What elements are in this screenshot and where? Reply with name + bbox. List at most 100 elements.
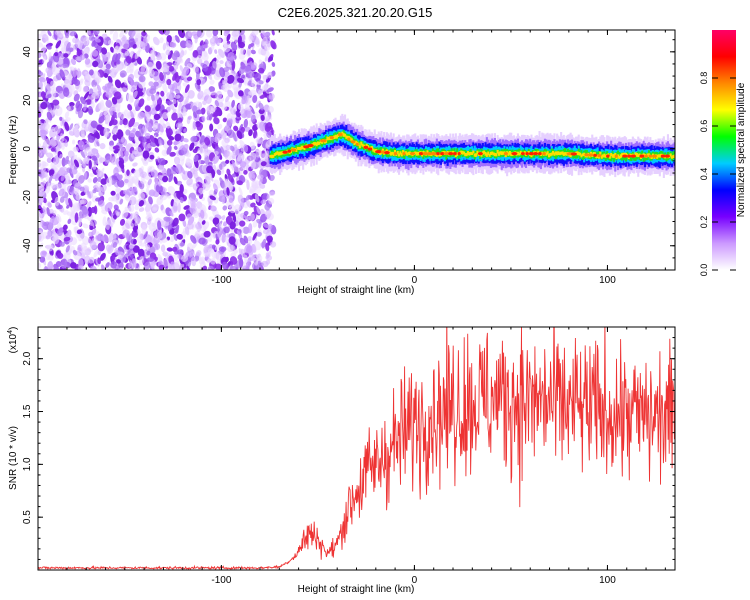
noise-speckle [111, 255, 116, 261]
noise-speckle [187, 90, 195, 99]
noise-speckle [107, 39, 114, 45]
noise-speckle [227, 129, 235, 138]
ridge-band-strip [460, 150, 463, 154]
noise-speckle [261, 36, 268, 46]
noise-speckle [122, 119, 128, 126]
noise-speckle [161, 95, 166, 101]
ridge-band-strip [576, 151, 579, 156]
ridge-band-strip [519, 150, 522, 155]
ridge-band-strip [493, 153, 496, 157]
noise-speckle [182, 138, 189, 143]
noise-speckle [142, 150, 150, 159]
noise-speckle [138, 200, 145, 207]
noise-speckle [182, 91, 189, 99]
ridge-band-strip [476, 150, 479, 155]
noise-speckle [236, 180, 243, 186]
noise-speckle [195, 250, 202, 257]
noise-speckle [181, 70, 186, 80]
noise-speckle [82, 85, 89, 93]
noise-speckle [266, 194, 270, 200]
noise-speckle [214, 150, 219, 156]
ridge-band-strip [523, 151, 526, 155]
ridge-band-strip [346, 135, 349, 140]
noise-speckle [104, 114, 111, 123]
snr-x-axis-label: Height of straight line (km) [298, 584, 415, 595]
noise-speckle [101, 264, 106, 270]
ridge-band-strip [358, 140, 361, 149]
noise-speckle [201, 220, 206, 225]
noise-speckle [243, 210, 249, 216]
noise-speckle [231, 159, 236, 170]
noise-speckle [242, 226, 250, 234]
noise-speckle [158, 138, 163, 146]
noise-speckle [66, 204, 70, 209]
noise-speckle [126, 249, 131, 256]
noise-speckle [129, 110, 135, 119]
noise-speckle [38, 71, 43, 76]
noise-speckle [62, 87, 70, 97]
noise-speckle [222, 36, 227, 46]
ridge-band-strip [415, 151, 418, 156]
noise-speckle [205, 30, 213, 38]
spectrogram-x-axis: -100 0 100 [66, 30, 666, 286]
noise-speckle [159, 72, 164, 81]
noise-speckle [38, 213, 43, 219]
noise-speckle [238, 64, 247, 75]
noise-speckle [222, 117, 228, 123]
noise-speckle [169, 86, 174, 94]
ridge-band-strip [657, 154, 660, 158]
ridge-band-strip [276, 151, 279, 155]
noise-speckle [49, 208, 54, 215]
noise-speckle [175, 88, 181, 95]
ridge-band-strip [498, 152, 501, 156]
ridge-band-strip [665, 154, 668, 162]
noise-speckle [166, 139, 173, 146]
ridge-band-strip [362, 144, 365, 148]
noise-speckle [250, 64, 257, 70]
noise-speckle [219, 67, 226, 78]
noise-speckle [48, 56, 54, 66]
noise-speckle [217, 123, 223, 130]
noise-speckle [216, 54, 222, 60]
noise-speckle [114, 79, 122, 89]
ridge-band-strip [445, 151, 448, 160]
ridge-hot-spot [427, 152, 432, 156]
noise-speckle [174, 224, 180, 234]
noise-speckle [139, 40, 146, 51]
noise-speckle [146, 216, 152, 226]
noise-speckle [111, 52, 118, 63]
ridge-hot-spot [436, 152, 440, 156]
noise-speckle [217, 233, 222, 238]
noise-speckle [226, 60, 232, 68]
noise-speckle [260, 114, 265, 121]
noise-speckle [229, 256, 238, 265]
noise-speckle [229, 145, 235, 152]
ridge-hot-spot [533, 152, 539, 156]
noise-speckle [177, 110, 181, 118]
ridge-hot-spot [597, 154, 602, 158]
y-tick-label: 40 [22, 46, 33, 58]
ridge-band-strip [499, 151, 502, 155]
noise-speckle [178, 213, 186, 222]
noise-speckle [47, 261, 54, 270]
noise-speckle [264, 56, 268, 62]
noise-speckle [75, 100, 81, 109]
noise-speckle [227, 51, 235, 61]
spectrogram-x-axis-label: Height of straight line (km) [298, 285, 415, 296]
noise-speckle [92, 177, 98, 184]
noise-speckle [110, 261, 118, 269]
noise-speckle [155, 184, 163, 193]
noise-speckle [203, 244, 210, 254]
noise-speckle [237, 103, 244, 111]
noise-speckle [259, 121, 266, 132]
noise-speckle [122, 229, 130, 238]
noise-speckle [256, 100, 260, 105]
noise-speckle [255, 150, 262, 158]
noise-speckle [181, 254, 189, 263]
noise-speckle [108, 232, 114, 243]
noise-speckle [74, 226, 79, 231]
noise-speckle [49, 126, 56, 132]
noise-speckle [84, 255, 91, 265]
noise-speckle [141, 136, 148, 143]
ridge-hot-spot [367, 147, 373, 151]
